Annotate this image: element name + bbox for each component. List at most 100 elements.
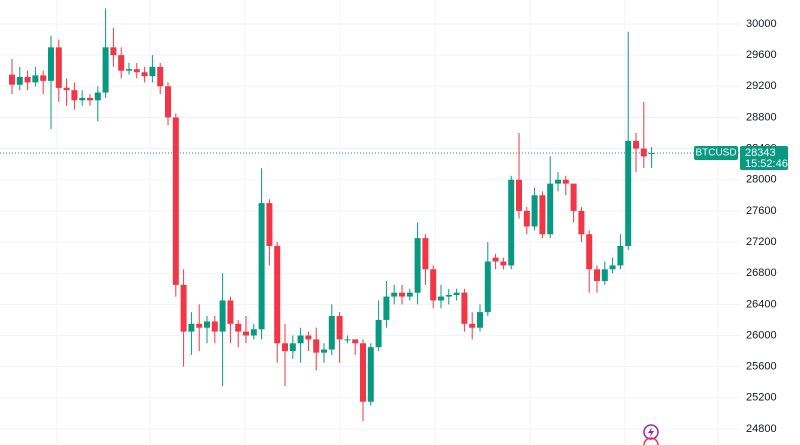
candle-body <box>24 76 31 83</box>
candle-body <box>274 245 281 344</box>
candle-body <box>633 140 639 149</box>
candle-body <box>570 183 577 211</box>
candle-body <box>648 153 655 155</box>
candle-body <box>383 296 390 320</box>
candle-body <box>375 319 382 348</box>
candle-body <box>149 66 156 77</box>
candle-body <box>445 295 452 297</box>
candle-body <box>204 321 210 328</box>
candle-body <box>531 195 538 227</box>
candle-body <box>188 323 195 332</box>
candle-body <box>211 321 218 332</box>
event-arc <box>643 437 659 445</box>
y-tick-label: 26000 <box>746 329 777 341</box>
candle-body <box>414 238 421 293</box>
candle-body <box>141 72 148 77</box>
candle-body <box>492 257 499 262</box>
candle-body <box>336 316 343 340</box>
candle-body <box>601 269 608 281</box>
candle-body <box>266 203 273 246</box>
candle-body <box>399 292 405 297</box>
candle-body <box>461 292 468 324</box>
event-icon[interactable] <box>643 424 659 445</box>
symbol-label: BTCUSD <box>695 148 736 159</box>
candle-body <box>55 47 62 88</box>
candle-body <box>539 195 546 235</box>
candle-body <box>282 343 288 352</box>
symbol-box <box>694 146 738 161</box>
candle-body <box>196 323 203 328</box>
candle-body <box>250 329 257 336</box>
y-tick-label: 29600 <box>746 49 777 61</box>
y-tick-label: 25600 <box>746 361 777 373</box>
candle-body <box>352 339 359 344</box>
lightning <box>648 427 654 437</box>
candle-body <box>406 292 413 297</box>
candle-body <box>71 90 78 101</box>
candle-body <box>235 323 242 332</box>
candle-body <box>328 316 335 350</box>
candle-body <box>9 74 15 85</box>
candle-body <box>391 292 398 297</box>
candle-body <box>258 203 265 330</box>
y-tick-label: 26400 <box>746 298 777 310</box>
y-tick-label: 26800 <box>746 267 777 279</box>
y-tick-label: 27200 <box>746 236 777 248</box>
price-box <box>740 146 788 171</box>
y-tick-label: 28800 <box>746 111 777 123</box>
candle-body <box>586 234 593 270</box>
candle-body <box>547 183 554 235</box>
candle-body <box>367 347 374 402</box>
candle-body <box>40 75 47 81</box>
candle-body <box>180 284 187 332</box>
candle-body <box>118 55 125 71</box>
candle-body <box>500 261 507 266</box>
candle-body <box>313 339 320 353</box>
candle-body <box>422 238 429 270</box>
candle-body <box>344 339 351 341</box>
candle-body <box>594 269 600 281</box>
candle-body <box>625 140 632 246</box>
candle-body <box>289 343 296 352</box>
candle-body <box>508 179 515 266</box>
candle-body <box>523 210 530 227</box>
y-tick-label: 27600 <box>746 205 777 217</box>
candle-body <box>102 47 109 93</box>
candle-body <box>430 269 437 301</box>
candle-body <box>48 47 54 81</box>
candle-body <box>110 47 117 56</box>
candle-body <box>562 179 569 184</box>
candle-body <box>133 69 140 73</box>
candle-body <box>32 75 39 83</box>
time-label: 15:52:46 <box>745 158 788 170</box>
candle-body <box>477 312 483 328</box>
candle-body <box>484 261 491 313</box>
candle-body <box>165 86 171 118</box>
candle-body <box>79 97 86 101</box>
candle-body <box>516 179 522 211</box>
candle-body <box>219 300 226 332</box>
candle-body <box>157 66 164 87</box>
candle-body <box>453 292 460 296</box>
candle-body <box>609 265 616 270</box>
candle-body <box>16 76 23 85</box>
candle-body <box>227 300 234 324</box>
candle-body <box>555 179 561 184</box>
price-label: 28343 <box>745 147 776 159</box>
y-tick-label: 29200 <box>746 80 777 92</box>
candle-body <box>126 69 132 71</box>
candle-body <box>94 92 101 101</box>
candle-body <box>321 349 327 353</box>
y-tick-label: 24800 <box>746 423 777 435</box>
candle-body <box>578 210 585 235</box>
y-tick-label: 30000 <box>746 18 777 30</box>
vertical-grid <box>56 0 719 445</box>
candle-body <box>617 245 624 266</box>
candle-body <box>172 117 179 285</box>
y-tick-label: 28000 <box>746 174 777 186</box>
candle-body <box>305 335 312 340</box>
candle-body <box>63 87 70 91</box>
candle-body <box>438 296 444 301</box>
candle-body <box>243 331 249 336</box>
candle-body <box>640 148 647 157</box>
